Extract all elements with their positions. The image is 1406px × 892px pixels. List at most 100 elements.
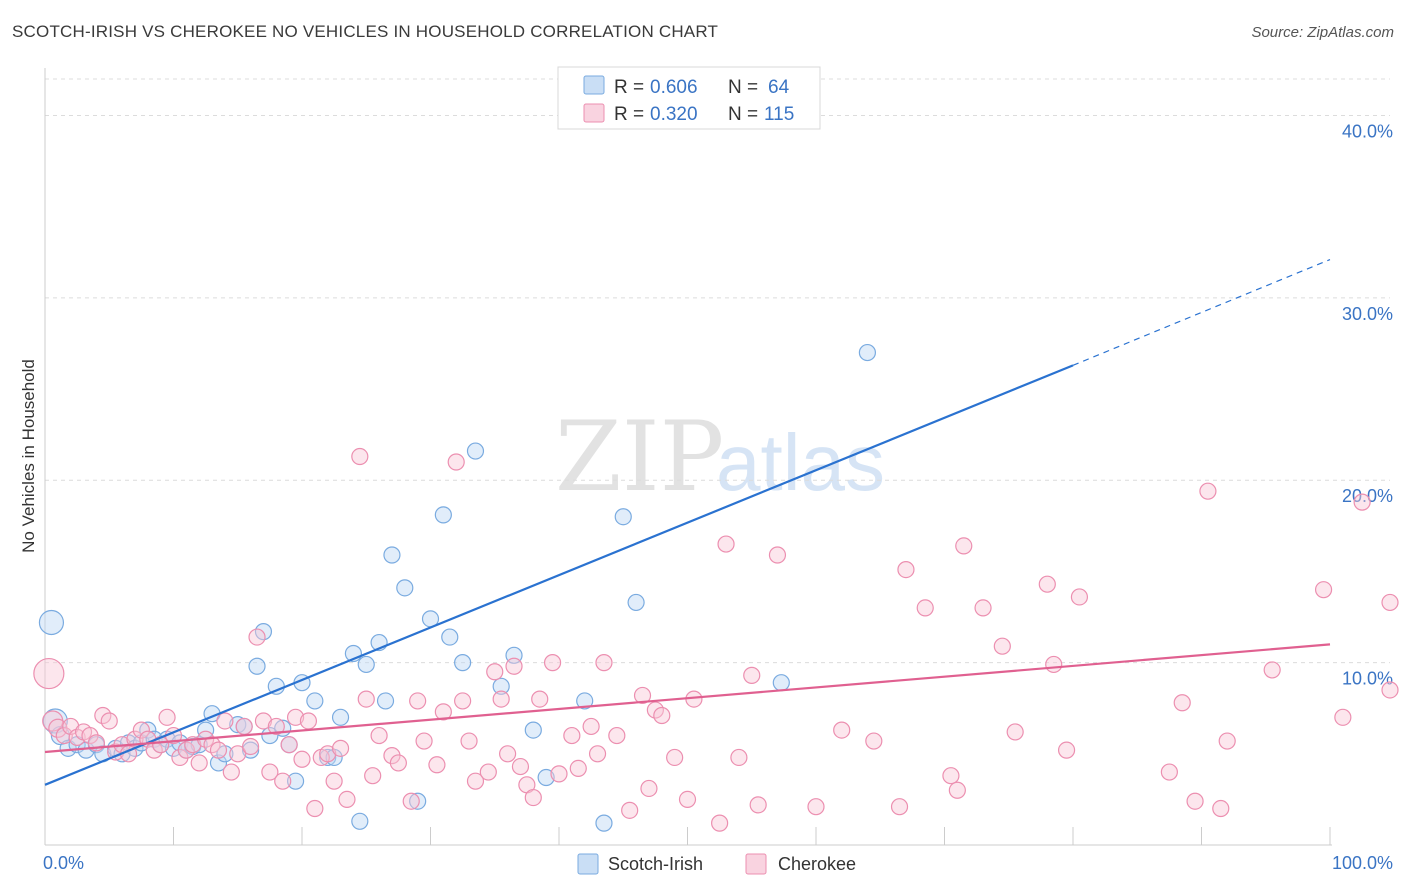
data-point-cherokee — [325, 772, 343, 790]
data-point-cherokee — [511, 757, 530, 776]
grid-lines — [45, 78, 1390, 664]
data-point-scotch-irish — [614, 508, 632, 526]
data-point-cherokee — [248, 628, 266, 646]
data-point-cherokee — [447, 453, 465, 471]
data-point-scotch-irish — [351, 812, 369, 830]
data-point-cherokee — [1353, 493, 1371, 511]
data-point-cherokee — [331, 739, 350, 757]
data-point-cherokee — [588, 745, 607, 763]
data-point-scotch-irish — [209, 754, 228, 772]
data-point-cherokee — [666, 748, 684, 767]
data-point-scotch-irish — [248, 657, 266, 675]
legend-r-value-1: 0.320 — [650, 104, 698, 125]
data-point-scotch-irish — [858, 343, 877, 362]
data-point-scotch-irish — [331, 708, 350, 726]
data-point-cherokee — [621, 801, 639, 819]
data-point-cherokee — [531, 690, 549, 708]
data-point-cherokee — [1381, 681, 1399, 699]
legend-n-value-1: 115 — [764, 104, 794, 125]
data-point-scotch-irish — [772, 674, 790, 692]
data-point-cherokee — [1314, 581, 1333, 599]
data-point-cherokee — [1160, 763, 1178, 781]
data-point-cherokee — [543, 654, 562, 672]
data-point-cherokee — [1334, 708, 1352, 726]
trend-line-extension-blue — [1072, 259, 1331, 366]
data-point-cherokee — [55, 726, 73, 745]
data-point-cherokee — [582, 717, 600, 736]
data-point-cherokee — [1038, 575, 1056, 593]
data-point-cherokee — [916, 599, 934, 617]
data-point-cherokee — [807, 798, 825, 816]
data-point-cherokee — [833, 721, 851, 739]
data-point-cherokee — [955, 537, 973, 555]
data-point-cherokee — [499, 745, 517, 763]
data-point-cherokee — [274, 772, 292, 790]
data-point-cherokee — [229, 745, 247, 763]
data-point-scotch-irish — [286, 772, 305, 790]
data-point-cherokee — [299, 712, 318, 730]
data-point-cherokee — [595, 654, 613, 672]
data-point-scotch-irish — [261, 726, 279, 745]
data-point-cherokee — [100, 712, 118, 730]
data-point-cherokee — [1381, 593, 1399, 612]
data-point-scotch-irish — [376, 692, 395, 710]
data-point-cherokee — [486, 663, 504, 681]
data-point-cherokee — [62, 717, 80, 736]
data-point-scotch-irish — [242, 741, 260, 759]
data-point-scotch-irish — [537, 768, 555, 787]
data-point-cherokee — [222, 763, 240, 781]
data-point-cherokee — [415, 732, 433, 750]
data-point-cherokee — [768, 546, 787, 564]
data-point-cherokee — [357, 690, 375, 708]
data-point-scotch-irish — [595, 814, 613, 832]
data-point-cherokee — [897, 561, 915, 579]
data-point-cherokee — [717, 535, 735, 553]
data-point-cherokee — [492, 690, 510, 708]
data-point-cherokee — [306, 799, 324, 818]
data-point-cherokee — [216, 712, 234, 730]
data-point-scotch-irish — [466, 442, 485, 460]
data-point-cherokee — [370, 726, 388, 745]
data-point-cherokee — [454, 692, 472, 710]
legend-swatch-cherokee — [583, 103, 605, 123]
trend-line-blue — [44, 364, 1074, 786]
legend-r-value-0: 0.606 — [650, 77, 698, 98]
data-point-scotch-irish — [434, 506, 452, 524]
data-point-cherokee — [293, 750, 311, 768]
data-point-scotch-irish — [38, 609, 65, 636]
data-point-cherokee — [338, 790, 356, 809]
legend-n-label-0: N = — [728, 77, 758, 98]
data-point-cherokee — [479, 763, 497, 781]
bottom-legend-label-scotch-irish: Scotch-Irish — [608, 854, 703, 874]
data-point-cherokee — [460, 732, 478, 750]
data-point-scotch-irish — [409, 792, 427, 810]
data-point-cherokee — [743, 666, 761, 684]
data-point-cherokee — [1263, 661, 1281, 679]
data-point-scotch-irish — [139, 721, 157, 739]
data-point-cherokee — [890, 798, 909, 816]
watermark-zip: ZIP — [555, 401, 724, 513]
data-point-cherokee — [235, 717, 253, 736]
bottom-legend-swatch-scotch-irish — [577, 853, 599, 875]
trend-line-pink — [44, 643, 1331, 754]
data-point-cherokee — [1070, 588, 1089, 606]
legend-swatch-scotch-irish — [583, 75, 605, 95]
y-tick-label: 10.0% — [1342, 669, 1393, 689]
data-point-scotch-irish — [396, 579, 414, 597]
data-point-cherokee — [633, 686, 652, 705]
x-tick-label: 100.0% — [1332, 853, 1393, 873]
data-point-cherokee — [505, 657, 523, 675]
data-point-cherokee — [1173, 694, 1191, 712]
data-point-cherokee — [948, 781, 966, 799]
data-point-scotch-irish — [319, 748, 337, 767]
bottom-legend-swatch-cherokee — [745, 853, 767, 875]
data-point-cherokee — [678, 790, 697, 809]
data-point-cherokee — [524, 788, 542, 807]
bottom-legend-label-cherokee: Cherokee — [778, 854, 856, 874]
data-point-scotch-irish — [576, 692, 594, 710]
data-point-scotch-irish — [383, 546, 401, 564]
data-point-cherokee — [132, 721, 150, 739]
watermark-atlas: atlas — [716, 418, 885, 507]
legend-n-label-1: N = — [728, 104, 758, 125]
